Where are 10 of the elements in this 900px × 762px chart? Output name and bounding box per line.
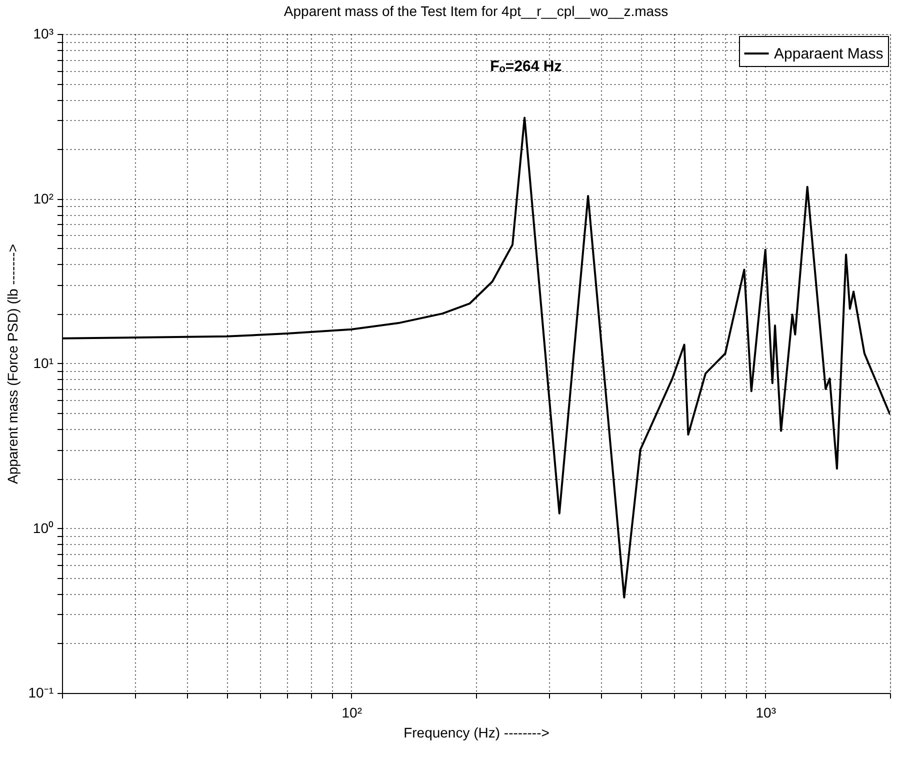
x-axis-title: Frequency (Hz) --------> <box>404 724 550 740</box>
annotation: Fₒ=264 Hz <box>490 58 562 75</box>
y-tick-label: 10³ <box>33 26 54 42</box>
y-tick-label: 10⁰ <box>32 520 54 536</box>
chart-title: Apparent mass of the Test Item for 4pt__r__cpl__wo__z.mass <box>284 3 668 19</box>
y-tick-label: 10⁻¹ <box>28 684 54 700</box>
legend-label: Apparaent Mass <box>774 46 884 62</box>
y-tick-label: 10¹ <box>33 355 54 371</box>
y-axis-title: Apparent mass (Force PSD) (lb -------> <box>4 244 20 484</box>
y-tick-label: 10² <box>33 190 54 206</box>
